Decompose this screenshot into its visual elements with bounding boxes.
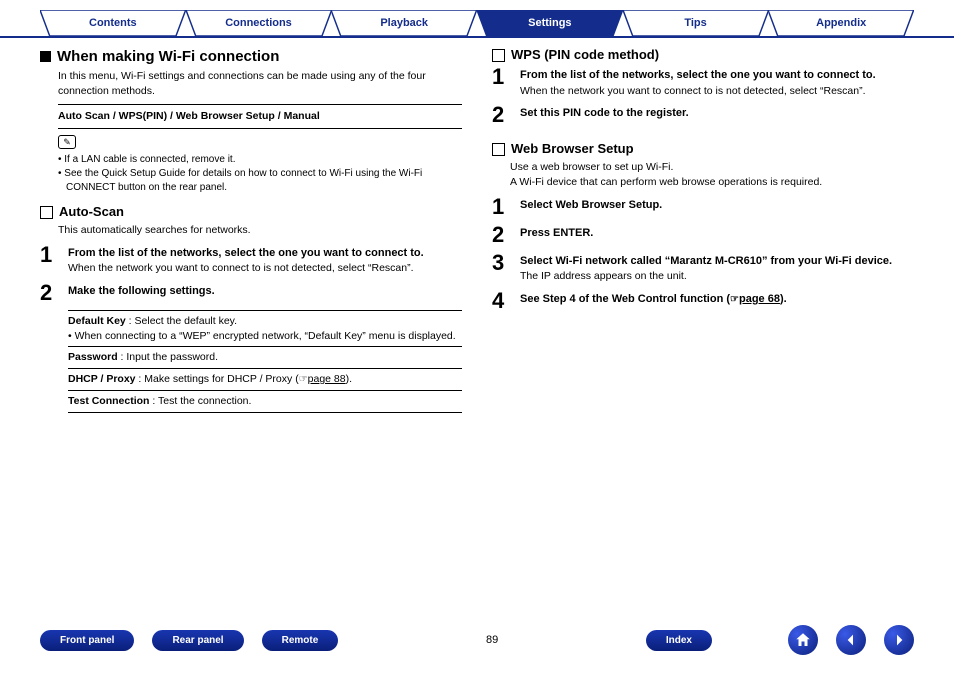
- web-desc: Use a web browser to set up Wi-Fi. A Wi-…: [510, 160, 914, 189]
- step-number: 2: [40, 282, 58, 304]
- web-step-2: 2 Press ENTER.: [492, 224, 914, 246]
- web-step-3: 3 Select Wi-Fi network called “Marantz M…: [492, 252, 914, 284]
- page-content: When making Wi-Fi connection In this men…: [0, 38, 954, 413]
- index-button[interactable]: Index: [646, 630, 712, 651]
- wps-step-2: 2 Set this PIN code to the register.: [492, 104, 914, 126]
- tab-settings[interactable]: Settings: [477, 10, 623, 36]
- home-icon[interactable]: [788, 625, 818, 655]
- web-step-1: 1 Select Web Browser Setup.: [492, 196, 914, 218]
- prev-arrow-icon[interactable]: [836, 625, 866, 655]
- setting-test-connection: Test Connection : Test the connection.: [68, 391, 462, 413]
- step-title: See Step 4 of the Web Control function (…: [520, 292, 914, 307]
- step-number: 1: [40, 244, 58, 276]
- step-title: From the list of the networks, select th…: [520, 68, 914, 83]
- subheading-web-browser: Web Browser Setup: [492, 140, 914, 158]
- step-text: When the network you want to connect to …: [68, 261, 462, 276]
- top-tab-bar: ContentsConnectionsPlaybackSettingsTipsA…: [0, 0, 954, 38]
- step-title: Make the following settings.: [68, 284, 462, 299]
- step-text: The IP address appears on the unit.: [520, 269, 914, 284]
- rear-panel-button[interactable]: Rear panel: [152, 630, 243, 651]
- setting-password: Password : Input the password.: [68, 347, 462, 369]
- autoscan-desc: This automatically searches for networks…: [58, 223, 462, 238]
- pencil-icon: ✎: [58, 135, 76, 149]
- step-number: 3: [492, 252, 510, 284]
- left-column: When making Wi-Fi connection In this men…: [40, 46, 462, 413]
- wps-step-1: 1 From the list of the networks, select …: [492, 66, 914, 98]
- subheading-autoscan: Auto-Scan: [40, 203, 462, 221]
- step-2: 2 Make the following settings.: [40, 282, 462, 304]
- step-1: 1 From the list of the networks, select …: [40, 244, 462, 276]
- methods-box: Auto Scan / WPS(PIN) / Web Browser Setup…: [58, 104, 462, 129]
- step-title: Select Wi-Fi network called “Marantz M-C…: [520, 254, 914, 269]
- step-number: 2: [492, 224, 510, 246]
- step-number: 4: [492, 290, 510, 312]
- note-item: See the Quick Setup Guide for details on…: [58, 167, 462, 195]
- step-text: When the network you want to connect to …: [520, 84, 914, 99]
- remote-button[interactable]: Remote: [262, 630, 339, 651]
- section-heading-wifi: When making Wi-Fi connection: [40, 46, 462, 67]
- section-intro: In this menu, Wi-Fi settings and connect…: [58, 69, 462, 98]
- footer-bar: Front panel Rear panel Remote 89 Index: [0, 625, 954, 655]
- tab-connections[interactable]: Connections: [186, 10, 332, 36]
- step-title: Press ENTER.: [520, 226, 914, 241]
- page-link-68[interactable]: page 68: [739, 293, 780, 305]
- setting-dhcp-proxy: DHCP / Proxy : Make settings for DHCP / …: [68, 369, 462, 391]
- note-item: If a LAN cable is connected, remove it.: [58, 153, 462, 167]
- setting-default-key: Default Key : Select the default key. • …: [68, 311, 462, 347]
- step-title: Set this PIN code to the register.: [520, 106, 914, 121]
- tab-tips[interactable]: Tips: [623, 10, 769, 36]
- page-link-88[interactable]: page 88: [308, 373, 346, 385]
- settings-table: Default Key : Select the default key. • …: [68, 310, 462, 413]
- page-number: 89: [486, 634, 498, 646]
- step-title: Select Web Browser Setup.: [520, 198, 914, 213]
- front-panel-button[interactable]: Front panel: [40, 630, 134, 651]
- step-number: 1: [492, 196, 510, 218]
- next-arrow-icon[interactable]: [884, 625, 914, 655]
- step-number: 2: [492, 104, 510, 126]
- right-column: WPS (PIN code method) 1 From the list of…: [492, 46, 914, 413]
- notes-list: If a LAN cable is connected, remove it. …: [58, 153, 462, 195]
- tab-appendix[interactable]: Appendix: [768, 10, 914, 36]
- step-title: From the list of the networks, select th…: [68, 246, 462, 261]
- tab-playback[interactable]: Playback: [331, 10, 477, 36]
- subheading-wps: WPS (PIN code method): [492, 46, 914, 64]
- tab-contents[interactable]: Contents: [40, 10, 186, 36]
- step-number: 1: [492, 66, 510, 98]
- web-step-4: 4 See Step 4 of the Web Control function…: [492, 290, 914, 312]
